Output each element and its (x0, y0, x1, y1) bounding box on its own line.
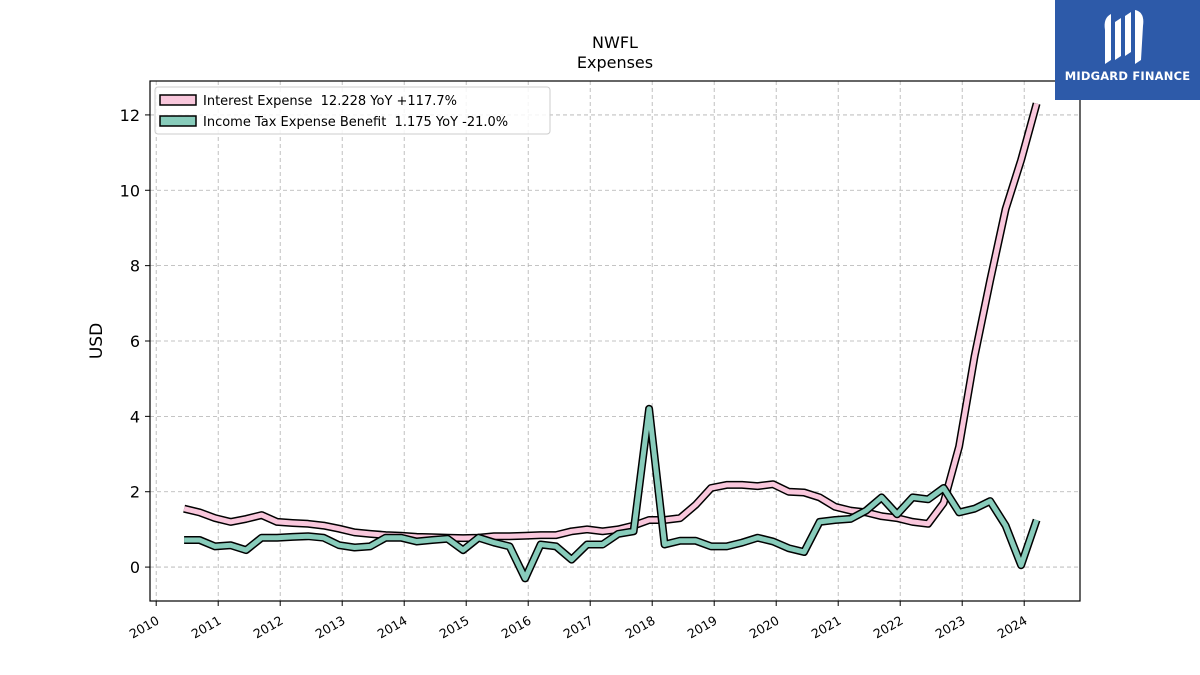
x-tick-label: 2012 (251, 613, 286, 642)
x-tick-label: 2023 (933, 613, 968, 642)
x-tick-label: 2014 (375, 613, 410, 642)
x-tick-label: 2015 (437, 613, 472, 642)
series-line-income-tax-expense-benefit (184, 406, 1039, 581)
series-outline-interest-expense (183, 102, 1041, 543)
legend-swatch-interest-expense (159, 94, 197, 106)
y-tick-label: 2 (130, 483, 140, 502)
y-axis-label: USD (87, 323, 107, 359)
x-tick-label: 2019 (685, 613, 720, 642)
legend: Interest Expense 12.228 YoY +117.7% Inco… (154, 86, 551, 135)
x-tick-label: 2020 (747, 613, 782, 642)
legend-swatch-income-tax (159, 115, 197, 127)
x-tick-label: 2022 (871, 613, 906, 642)
y-tick-label: 0 (130, 558, 140, 577)
series-lines (183, 102, 1041, 583)
series-line-interest-expense (183, 102, 1040, 541)
midgard-logo-icon (1104, 10, 1144, 64)
y-tick-label: 4 (130, 407, 140, 426)
y-tick-label: 10 (120, 181, 140, 200)
x-tick-label: 2016 (499, 613, 534, 642)
series-outline-income-tax-expense-benefit (184, 404, 1041, 583)
x-tick-label: 2011 (189, 613, 224, 642)
x-tick-label: 2013 (313, 613, 348, 642)
chart-subtitle: Expenses (577, 53, 653, 72)
brand-name: MIDGARD FINANCE (1064, 69, 1191, 83)
x-tick-label: 2017 (561, 613, 596, 642)
legend-box (154, 86, 551, 135)
legend-label-income-tax: Income Tax Expense Benefit 1.175 YoY -21… (203, 115, 508, 130)
x-tick-label: 2021 (809, 613, 844, 642)
y-tick-label: 12 (120, 106, 140, 125)
x-tick-label: 2024 (995, 613, 1030, 642)
grid-lines (150, 81, 1080, 601)
y-tick-label: 8 (130, 257, 140, 276)
x-tick-label: 2018 (623, 613, 658, 642)
chart-title: NWFL (592, 33, 638, 52)
y-tick-label: 6 (130, 332, 140, 351)
legend-label-interest-expense: Interest Expense 12.228 YoY +117.7% (203, 94, 457, 109)
x-tick-label: 2010 (127, 613, 162, 642)
brand-logo: MIDGARD FINANCE (1055, 0, 1200, 100)
